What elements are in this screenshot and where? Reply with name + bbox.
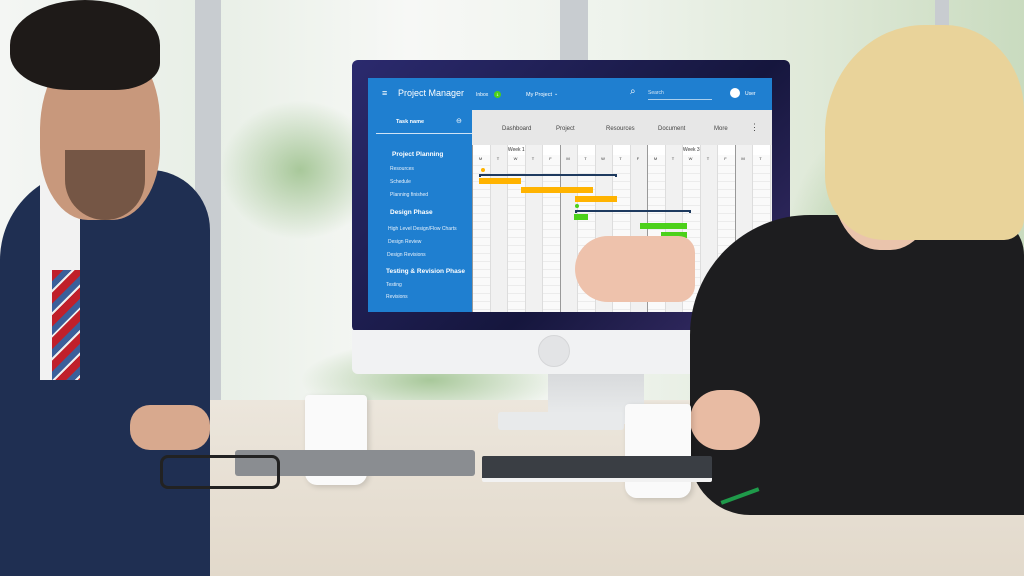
tab-dashboard[interactable]: Dashboard	[502, 126, 532, 132]
day-column	[472, 145, 490, 312]
task-bar[interactable]	[573, 214, 588, 220]
day-label: T	[496, 156, 500, 161]
woman-hair	[825, 25, 1024, 240]
grid-row	[472, 181, 772, 182]
day-label: F	[724, 156, 727, 161]
tab-document[interactable]: Document	[658, 126, 686, 132]
search-icon[interactable]: ⌕	[630, 86, 636, 97]
man-tie	[52, 270, 80, 380]
tab-project[interactable]: Project	[556, 126, 575, 132]
group-bracket	[575, 210, 691, 213]
day-label: W	[513, 156, 518, 161]
grid-row	[472, 229, 772, 230]
grid-row	[472, 205, 772, 206]
toolbar: Dashboard Project Resources Document Mor…	[472, 110, 772, 145]
task-bar[interactable]	[521, 187, 593, 193]
grid-row	[472, 221, 772, 222]
task-sidebar: Task name ⊖ Project Planning Resources S…	[368, 110, 472, 312]
day-label: F	[549, 156, 552, 161]
group-project-planning[interactable]: Project Planning	[392, 151, 444, 158]
user-menu[interactable]: User	[745, 91, 756, 97]
day-label: T	[671, 156, 675, 161]
more-options-icon[interactable]: ⋮	[750, 122, 759, 132]
grid-row	[472, 189, 772, 190]
day-label: W	[601, 156, 605, 161]
task-item[interactable]: High Level Design/Flow Charts	[388, 226, 457, 232]
grid-row	[472, 309, 772, 310]
notebook	[482, 456, 712, 482]
task-item[interactable]: Design Revisions	[387, 252, 426, 258]
grid-row	[472, 197, 772, 198]
task-bar[interactable]	[575, 196, 618, 202]
grid-row	[472, 213, 772, 214]
task-item[interactable]: Testing	[386, 282, 402, 288]
man-hair	[10, 0, 160, 90]
day-column	[489, 145, 507, 312]
day-column	[507, 145, 525, 312]
inbox-badge: 1	[494, 91, 501, 98]
day-label: F	[636, 156, 640, 161]
task-item[interactable]: Planning finished	[390, 192, 429, 198]
day-column	[542, 145, 560, 312]
menu-icon[interactable]: ≡	[382, 88, 388, 98]
man-beard	[65, 150, 145, 220]
monitor-stand-base	[498, 412, 624, 430]
day-label: M	[566, 156, 570, 161]
man-suit	[0, 170, 210, 576]
search-input[interactable]: Search	[648, 90, 712, 100]
group-testing-revision[interactable]: Testing & Revision Phase	[386, 268, 465, 275]
eyeglasses	[160, 455, 280, 489]
divider	[376, 133, 472, 134]
man-hands	[130, 405, 210, 450]
day-label: T	[531, 156, 535, 161]
grid-row	[472, 165, 772, 166]
tab-more[interactable]: More	[714, 126, 728, 132]
task-name-header: Task name	[396, 119, 425, 125]
collapse-icon[interactable]: ⊖	[456, 118, 462, 125]
day-column	[717, 145, 735, 312]
tablet	[235, 450, 475, 476]
coffee-mug	[625, 404, 691, 498]
inbox-link[interactable]: Inbox	[476, 92, 489, 98]
tab-resources[interactable]: Resources	[606, 126, 635, 132]
gantt-group-label	[480, 167, 487, 172]
chevron-down-icon[interactable]: ⌄	[554, 91, 559, 97]
grid-row	[472, 173, 772, 174]
woman-blazer	[690, 215, 1024, 515]
day-label: W	[770, 156, 773, 161]
logo-icon	[538, 335, 570, 367]
task-bar[interactable]	[661, 232, 688, 238]
task-item[interactable]: Design Review	[388, 239, 422, 245]
task-bar[interactable]	[640, 223, 688, 229]
woman-pointing-hand	[575, 236, 695, 302]
app-header: ≡ Project Manager Inbox 1 My Project ⌄ ⌕…	[368, 78, 772, 110]
group-design-phase[interactable]: Design Phase	[390, 209, 433, 216]
app-title: Project Manager	[398, 88, 465, 98]
task-item[interactable]: Resources	[390, 166, 414, 172]
day-column	[612, 145, 630, 312]
day-column	[524, 145, 542, 312]
day-label: M	[478, 156, 483, 161]
task-item[interactable]: Revisions	[386, 294, 408, 300]
woman-hand	[690, 390, 760, 450]
window-frame	[560, 0, 588, 70]
day-column	[577, 145, 595, 312]
day-label: T	[706, 156, 710, 161]
day-label: T	[759, 156, 762, 161]
project-selector[interactable]: My Project	[526, 92, 552, 98]
group-bracket	[479, 174, 618, 177]
day-label: W	[688, 156, 693, 161]
day-label: T	[619, 156, 622, 161]
user-avatar-icon[interactable]	[730, 88, 740, 98]
gantt-group-label	[575, 203, 581, 208]
day-label: T	[584, 156, 587, 161]
day-label: M	[741, 156, 745, 161]
task-item[interactable]: Schedule	[390, 179, 411, 185]
day-label: M	[653, 156, 658, 161]
day-column	[559, 145, 577, 312]
task-bar[interactable]	[479, 178, 521, 184]
